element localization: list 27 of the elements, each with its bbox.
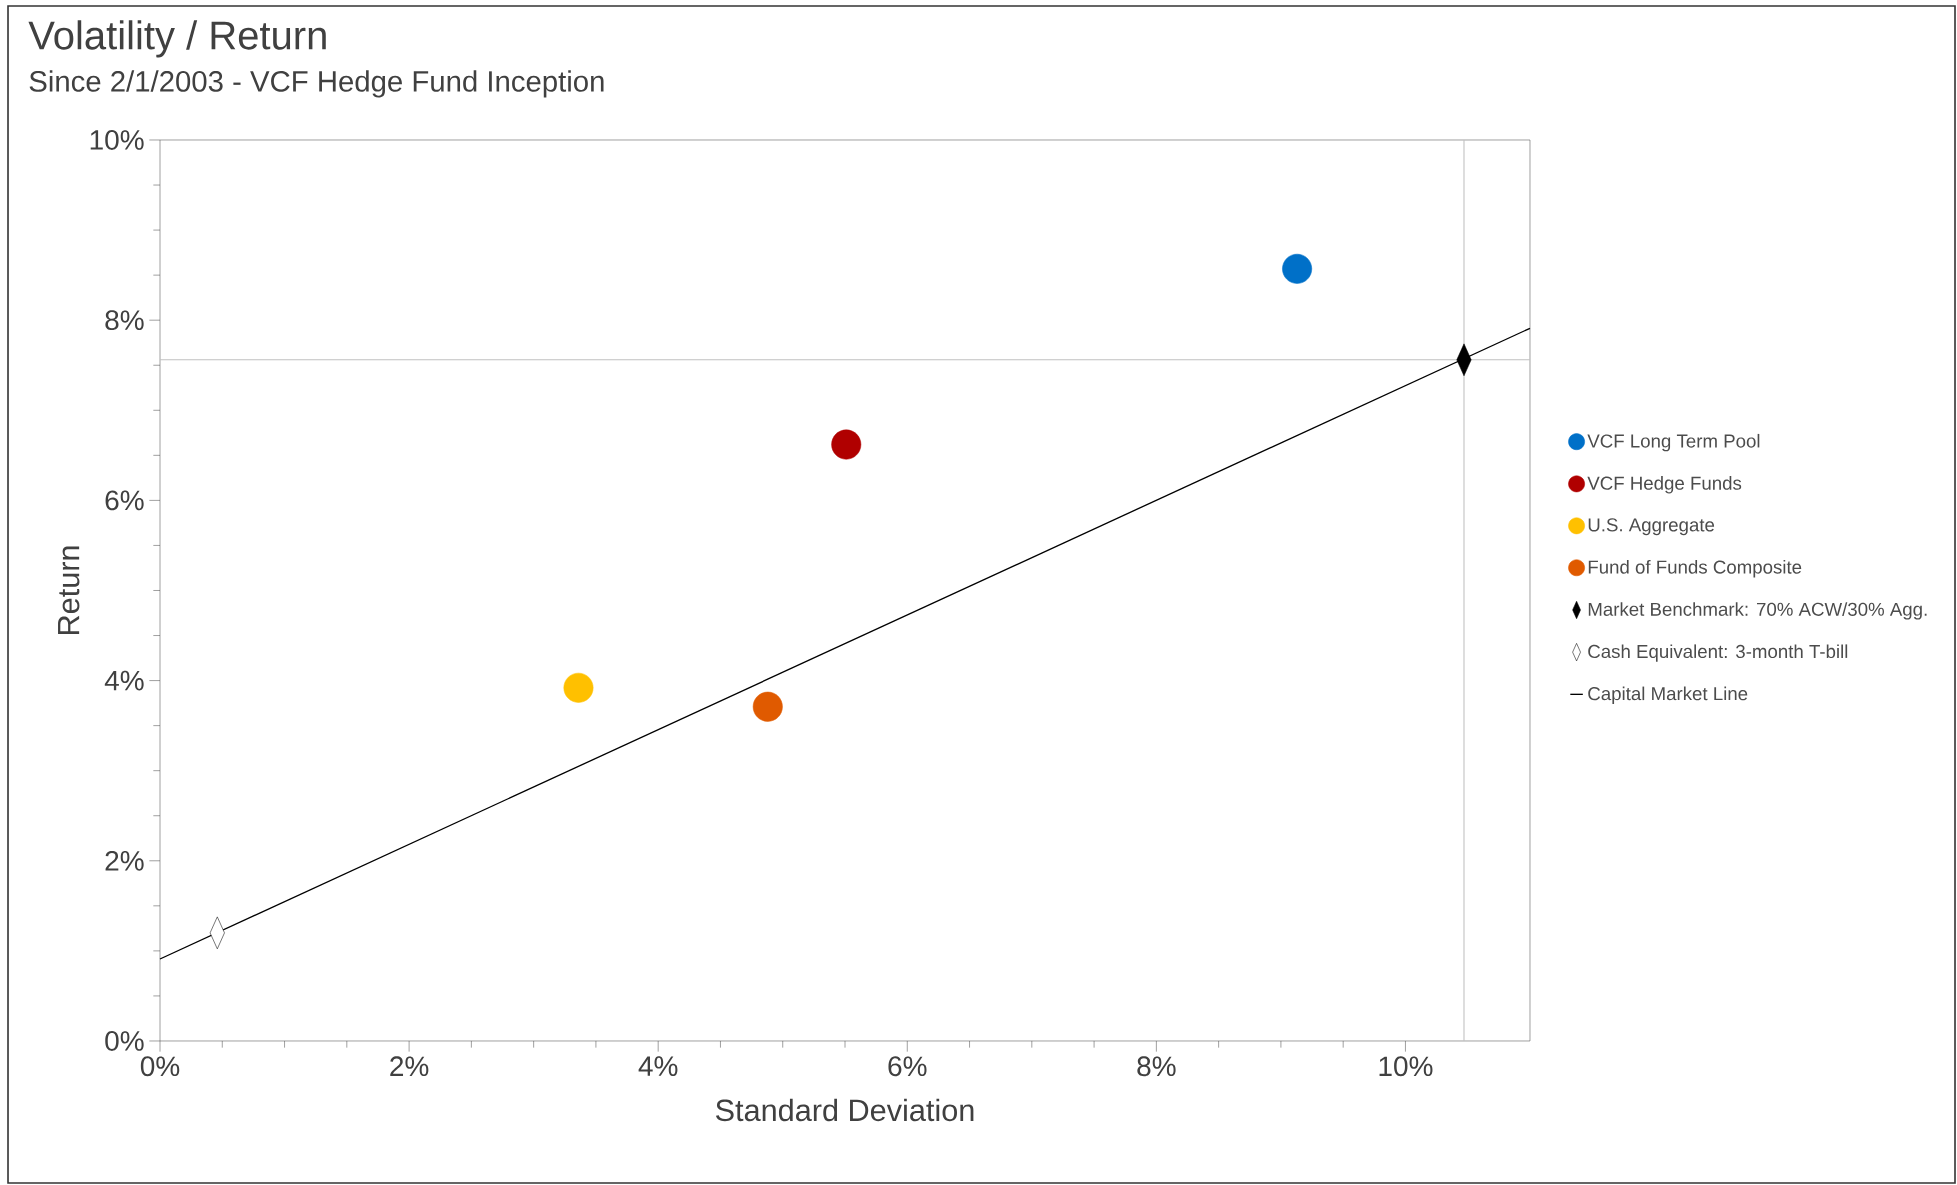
legend-label: Capital Market Line: [1588, 686, 1748, 704]
point: [1282, 253, 1313, 284]
chart-subtitle: Since 2/1/2003 - VCF Hedge Fund Inception: [29, 70, 604, 98]
y-tick-label: 6%: [105, 490, 144, 511]
point: [752, 691, 783, 722]
x-tick-label: 0%: [140, 1056, 180, 1077]
y-tick-label: 10%: [90, 130, 144, 150]
legend-label: Market Benchmark: 70% ACW/30% Agg.: [1588, 602, 1927, 620]
x-tick-label: 2%: [390, 1056, 429, 1077]
x-tick-label: 10%: [1379, 1056, 1433, 1077]
point: [831, 429, 862, 460]
y-axis-title: Return: [58, 546, 80, 634]
y-tick-label: 2%: [105, 850, 144, 871]
y-tick-label: 0%: [105, 1031, 144, 1051]
legend-label: U.S. Aggregate: [1588, 518, 1715, 536]
legend-label: Cash Equivalent: 3-month T-bill: [1588, 644, 1848, 662]
legend-label: Fund of Funds Composite: [1588, 559, 1802, 578]
x-axis-title: Standard Deviation: [715, 1098, 974, 1122]
x-tick-label: 8%: [1137, 1056, 1176, 1077]
point: [563, 672, 594, 703]
x-tick-label: 4%: [638, 1056, 678, 1076]
y-tick-label: 8%: [105, 310, 144, 331]
legend-label: VCF Hedge Funds: [1587, 476, 1742, 494]
legend-label: VCF Long Term Pool: [1587, 433, 1760, 452]
x-tick-label: 6%: [888, 1056, 927, 1077]
chart-title: Volatility / Return: [28, 20, 326, 58]
y-tick-label: 4%: [104, 670, 144, 691]
